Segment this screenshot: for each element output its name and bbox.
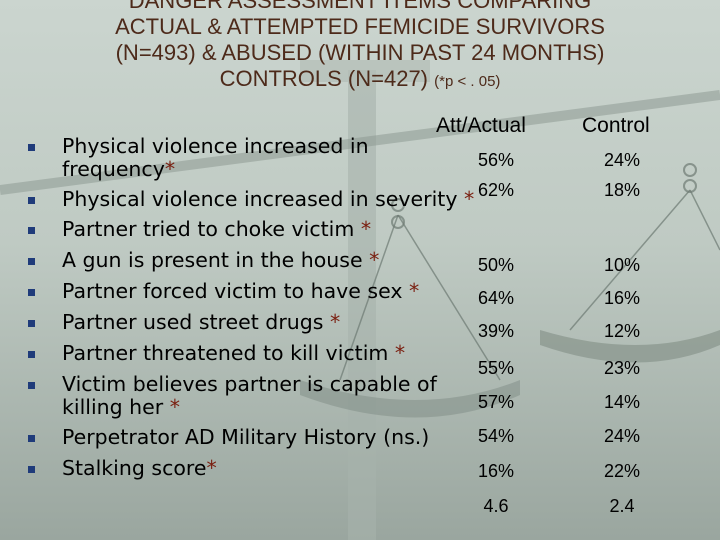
control-value: 14% bbox=[603, 392, 641, 412]
control-value: 18% bbox=[603, 180, 641, 200]
control-value: 16% bbox=[603, 288, 641, 308]
list-item: Partner tried to choke victim * bbox=[28, 218, 478, 241]
list-item: Partner threatened to kill victim * bbox=[28, 342, 478, 365]
case-value: 56% bbox=[477, 150, 515, 170]
slide-title: DANGER ASSESSMENT ITEMS COMPARING ACTUAL… bbox=[40, 0, 680, 95]
case-value: 50% bbox=[477, 255, 515, 275]
column-header-att-actual: Att/Actual bbox=[436, 114, 526, 137]
significance-star: * bbox=[394, 341, 406, 365]
control-value: 24% bbox=[603, 426, 641, 446]
case-value: 16% bbox=[477, 461, 515, 481]
significance-note: (*p < . 05) bbox=[434, 73, 501, 90]
control-value: 2.4 bbox=[609, 496, 635, 516]
significance-star: * bbox=[360, 217, 372, 241]
bullet-square-icon bbox=[28, 227, 35, 234]
bullet-square-icon bbox=[28, 144, 35, 151]
bullet-square-icon bbox=[28, 435, 35, 442]
case-value: 39% bbox=[477, 321, 515, 341]
list-item: Physical violence increased in frequency… bbox=[28, 135, 478, 181]
case-value: 57% bbox=[477, 392, 515, 412]
significance-star: * bbox=[369, 248, 380, 272]
case-value: 54% bbox=[477, 426, 515, 446]
control-value: 10% bbox=[603, 255, 641, 275]
title-line-2: ACTUAL & ATTEMPTED FEMICIDE SURVIVORS bbox=[115, 14, 605, 39]
bullet-square-icon bbox=[28, 258, 35, 265]
case-value: 55% bbox=[477, 358, 515, 378]
bullet-square-icon bbox=[28, 351, 35, 358]
case-value: 4.6 bbox=[483, 496, 509, 516]
title-line-4: CONTROLS (N=427) bbox=[219, 66, 429, 91]
significance-star: * bbox=[463, 187, 475, 211]
list-item: Partner used street drugs * bbox=[28, 311, 478, 334]
bullet-square-icon bbox=[28, 382, 35, 389]
significance-star: * bbox=[164, 157, 176, 181]
list-item: A gun is present in the house * bbox=[28, 249, 478, 272]
list-item: Partner forced victim to have sex * bbox=[28, 280, 478, 303]
list-item: Victim believes partner is capable of ki… bbox=[28, 373, 478, 419]
list-item: Stalking score* bbox=[28, 457, 478, 480]
bullet-square-icon bbox=[28, 466, 35, 473]
control-value: 22% bbox=[603, 461, 641, 481]
significance-star: * bbox=[206, 456, 217, 480]
column-header-control: Control bbox=[582, 114, 650, 137]
title-line-1: DANGER ASSESSMENT ITEMS COMPARING bbox=[128, 0, 592, 13]
control-value: 23% bbox=[603, 358, 641, 378]
significance-star: * bbox=[169, 395, 180, 419]
bullet-square-icon bbox=[28, 320, 35, 327]
list-item: Perpetrator AD Military History (ns.) bbox=[28, 426, 478, 449]
significance-star: * bbox=[408, 279, 420, 303]
bullet-square-icon bbox=[28, 197, 35, 204]
list-item: Physical violence increased in severity … bbox=[28, 188, 478, 211]
case-value: 64% bbox=[477, 288, 515, 308]
case-value: 62% bbox=[477, 180, 515, 200]
risk-factor-list: Physical violence increased in frequency… bbox=[28, 135, 478, 488]
control-value: 12% bbox=[603, 321, 641, 341]
bullet-square-icon bbox=[28, 289, 35, 296]
control-value: 24% bbox=[603, 150, 641, 170]
title-line-3: (N=493) & ABUSED (WITHIN PAST 24 MONTHS) bbox=[115, 40, 605, 65]
significance-star: * bbox=[329, 310, 341, 334]
